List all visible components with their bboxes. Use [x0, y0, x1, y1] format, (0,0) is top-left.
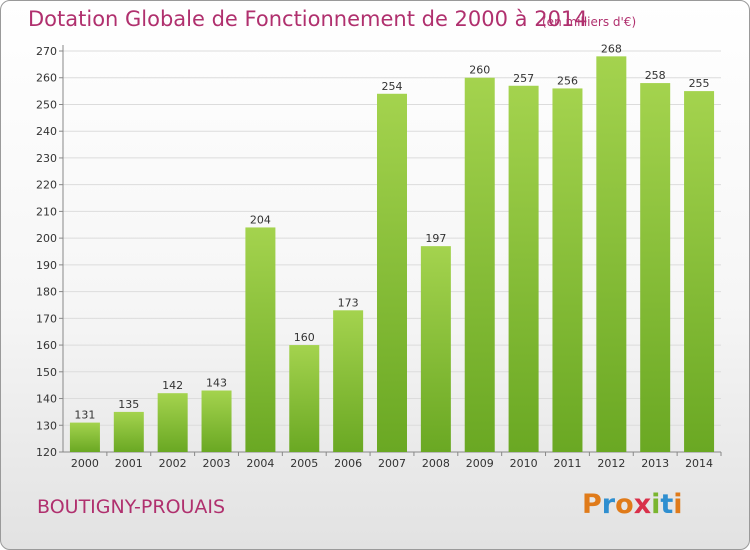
data-label: 173	[338, 296, 359, 309]
y-tick-label: 210	[36, 205, 57, 218]
y-tick-label: 230	[36, 152, 57, 165]
x-tick-label: 2000	[71, 457, 99, 470]
x-tick-label: 2007	[378, 457, 406, 470]
bar-2011	[552, 88, 583, 452]
y-tick-label: 170	[36, 312, 57, 325]
data-label: 142	[162, 379, 183, 392]
y-tick-label: 240	[36, 125, 57, 138]
bar-2009	[464, 77, 495, 452]
proxiti-logo[interactable]: Proxiti	[582, 489, 683, 520]
bar-2005	[289, 345, 320, 452]
y-tick-label: 160	[36, 339, 57, 352]
bar-2006	[333, 310, 364, 452]
y-tick-labels: 120 130 140 150 160 170 180 190 200 210 220 230 240 2…	[36, 45, 57, 459]
y-tick-label: 260	[36, 72, 57, 85]
logo-letter: t	[660, 489, 674, 520]
data-label: 197	[425, 232, 446, 245]
data-labels: 131 135 142 143 204 160 173 254 197 260 257 256 268 2…	[74, 42, 709, 421]
logo-letter: r	[601, 489, 616, 520]
bar-2003	[201, 390, 232, 452]
x-tick-label: 2009	[466, 457, 494, 470]
place-name: BOUTIGNY-PROUAIS	[37, 496, 226, 518]
y-tick-label: 140	[36, 393, 57, 406]
chart-subtitle: (en milliers d'€)	[542, 15, 637, 29]
bar-2002	[157, 393, 188, 452]
x-tick-label: 2006	[334, 457, 362, 470]
bar-2013	[640, 83, 671, 452]
data-label: 131	[74, 409, 95, 422]
data-label: 135	[118, 398, 139, 411]
x-tick-label: 2003	[203, 457, 231, 470]
bar-2000	[69, 422, 100, 452]
data-label: 268	[601, 42, 622, 55]
y-tick-label: 120	[36, 446, 57, 459]
y-tick-label: 190	[36, 259, 57, 272]
logo-letter: x	[633, 489, 652, 520]
bars	[69, 56, 715, 453]
x-tick-label: 2001	[115, 457, 143, 470]
bar-2012	[596, 56, 627, 452]
bar-2001	[113, 411, 144, 452]
x-tick-label: 2011	[553, 457, 581, 470]
data-label: 204	[250, 213, 271, 226]
y-tick-label: 270	[36, 45, 57, 58]
x-tick-label: 2005	[290, 457, 318, 470]
x-tick-label: 2012	[597, 457, 625, 470]
data-label: 257	[513, 72, 534, 85]
x-tick-label: 2010	[510, 457, 538, 470]
data-label: 255	[689, 77, 710, 90]
data-label: 256	[557, 74, 578, 87]
y-tick-label: 150	[36, 366, 57, 379]
x-tick-label: 2014	[685, 457, 713, 470]
bar-2008	[420, 246, 451, 452]
x-tick-labels: 2000 2001 2002 2003 2004 2005 2006 2007 2008 2009…	[71, 457, 713, 470]
logo-letter: o	[615, 489, 634, 520]
logo-letter: P	[582, 489, 602, 520]
y-tick-label: 250	[36, 98, 57, 111]
logo-letter: i	[673, 489, 683, 520]
x-tick-label: 2013	[641, 457, 669, 470]
y-tick-label: 180	[36, 286, 57, 299]
bar-2014	[684, 91, 715, 452]
data-label: 254	[382, 80, 403, 93]
bar-2004	[245, 227, 276, 452]
chart-title: Dotation Globale de Fonctionnement de 20…	[28, 7, 588, 31]
data-label: 258	[645, 69, 666, 82]
bar-2010	[508, 85, 539, 453]
bar-2007	[377, 93, 407, 453]
y-tick-label: 200	[36, 232, 57, 245]
x-tick-label: 2004	[246, 457, 274, 470]
x-tick-label: 2008	[422, 457, 450, 470]
logo-letter: i	[651, 489, 661, 520]
y-tick-label: 220	[36, 179, 57, 192]
data-label: 260	[469, 64, 490, 77]
data-label: 160	[294, 331, 315, 344]
y-tick-label: 130	[36, 419, 57, 432]
data-label: 143	[206, 377, 227, 390]
x-tick-label: 2002	[159, 457, 187, 470]
